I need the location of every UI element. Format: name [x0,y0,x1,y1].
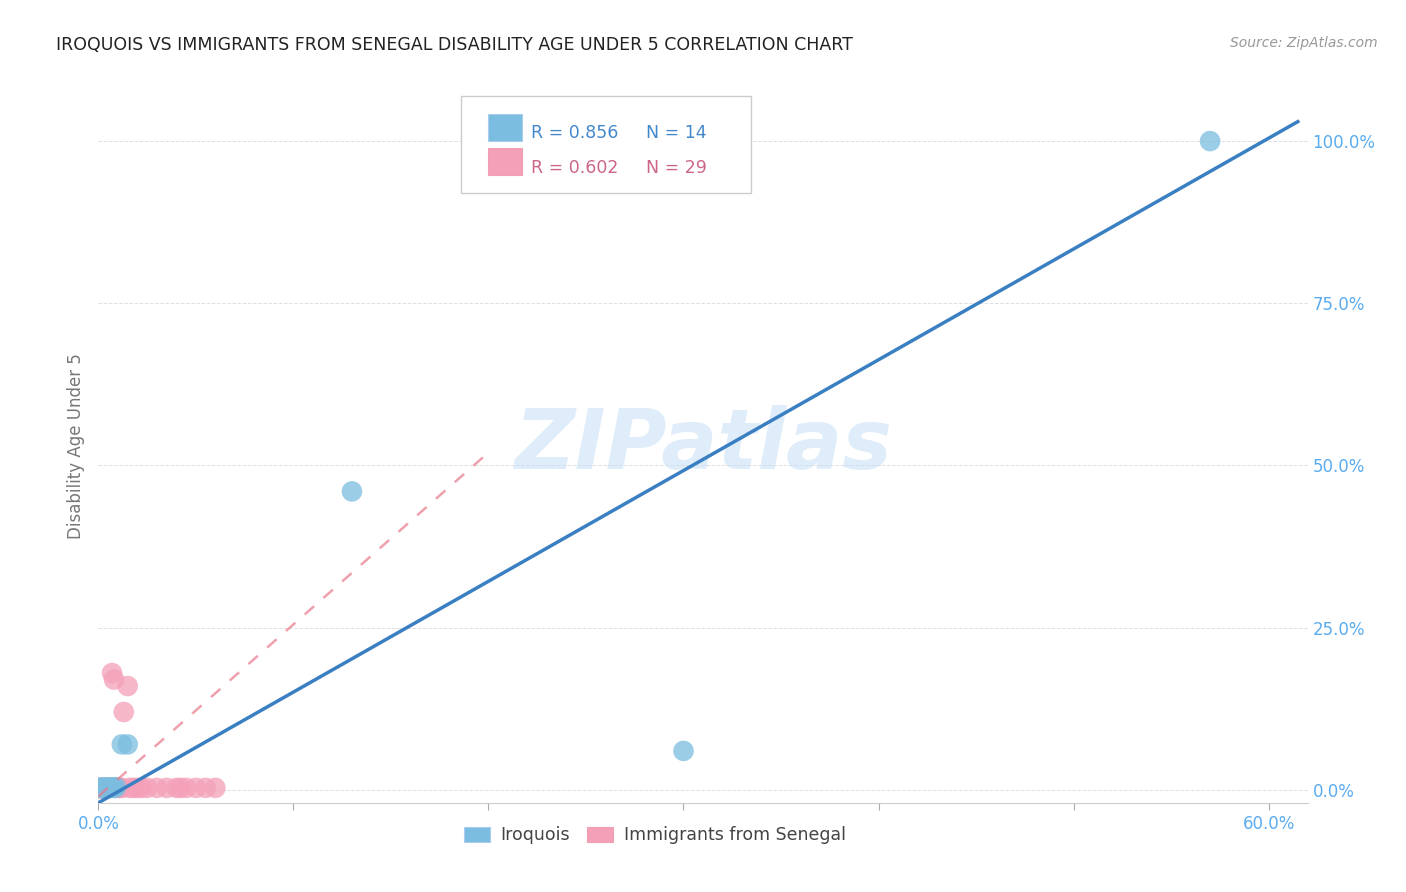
Point [112,705,135,719]
Point [111,738,134,752]
Legend: Iroquois, Immigrants from Senegal: Iroquois, Immigrants from Senegal [457,820,852,851]
Point [108,780,131,795]
Point [103,673,125,687]
Point [156,780,179,795]
Point [117,679,139,693]
Point [1199,134,1222,148]
Point [96,780,118,795]
Text: R = 0.856: R = 0.856 [531,125,619,143]
Point [204,780,226,795]
Point [91,780,114,795]
Text: Source: ZipAtlas.com: Source: ZipAtlas.com [1230,36,1378,50]
Bar [488,148,522,175]
Point [96,780,118,795]
Point [89,780,111,795]
Text: R = 0.602: R = 0.602 [531,159,619,177]
Text: N = 14: N = 14 [647,125,707,143]
Point [89,780,111,795]
Point [101,780,124,795]
Point [97,780,120,795]
FancyBboxPatch shape [461,96,751,193]
Point [118,780,141,795]
Point [194,780,217,795]
Point [98,780,121,795]
Point [672,744,695,758]
Text: ZIPatlas: ZIPatlas [515,406,891,486]
Point [98,780,121,795]
Point [111,780,134,795]
Point [93,781,115,796]
Point [101,666,124,681]
Point [104,780,127,795]
Point [165,780,187,795]
Point [127,780,149,795]
Bar [488,114,522,141]
Point [97,780,120,795]
Point [117,738,139,752]
Point [89,781,111,796]
Point [107,780,129,795]
Text: N = 29: N = 29 [647,159,707,177]
Point [91,780,114,795]
Point [340,484,363,499]
Point [91,780,114,795]
Point [104,780,127,795]
Point [103,780,125,795]
Point [174,780,197,795]
Point [169,780,191,795]
Point [93,780,115,795]
Point [136,780,159,795]
Text: IROQUOIS VS IMMIGRANTS FROM SENEGAL DISABILITY AGE UNDER 5 CORRELATION CHART: IROQUOIS VS IMMIGRANTS FROM SENEGAL DISA… [56,36,853,54]
Point [146,780,169,795]
Y-axis label: Disability Age Under 5: Disability Age Under 5 [66,353,84,539]
Point [184,780,207,795]
Point [122,780,145,795]
Point [131,780,153,795]
